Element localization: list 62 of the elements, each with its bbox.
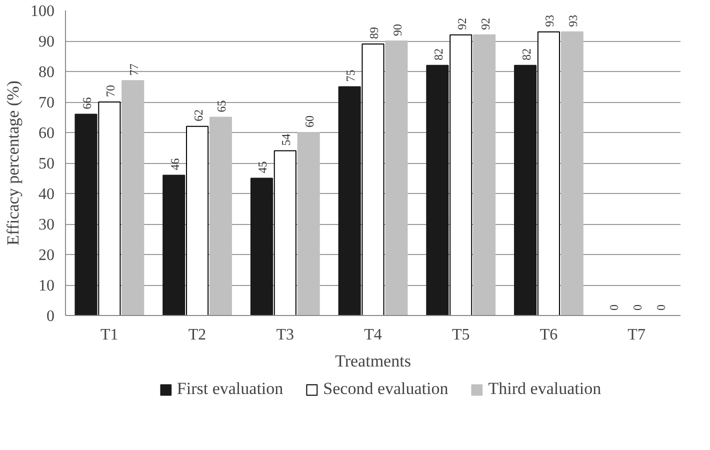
legend-label: Second evaluation [323,379,448,399]
bar [385,40,408,316]
bar [250,178,273,316]
data-label: 66 [80,97,94,110]
data-label: 92 [478,18,492,30]
data-label: 0 [630,304,645,310]
x-tick-label: T5 [452,326,470,344]
bar [209,116,232,316]
legend-label: Third evaluation [488,379,602,399]
bar [98,102,121,316]
data-label: 90 [390,24,404,36]
bar [186,126,209,316]
data-label: 92 [454,18,469,30]
data-label: 0 [654,304,668,310]
x-tick-label: T3 [276,326,294,344]
y-tick-label: 100 [30,3,54,20]
data-label: 0 [607,304,622,310]
x-axis-title: Treatments [335,352,411,370]
bar [162,174,186,316]
bar [473,34,496,316]
data-label: 89 [367,27,381,40]
data-label: 46 [168,158,182,170]
y-tick-label: 40 [38,186,54,203]
y-tick-label: 90 [38,34,54,50]
data-label: 70 [103,85,118,97]
y-tick-label: 30 [38,216,54,234]
bar [74,114,98,316]
y-axis-title: Efficacy percentage (%) [4,80,22,246]
data-label: 82 [519,48,534,60]
y-tick-label: 50 [38,156,54,172]
data-label: 93 [566,14,580,27]
bar [297,132,320,316]
x-tick-label: T7 [628,326,646,344]
x-tick-label: T4 [364,326,382,344]
data-label: 93 [542,14,557,27]
x-tick-label: T1 [100,326,118,344]
y-tick-label: 0 [46,308,54,325]
bar [338,86,361,316]
bar [537,31,560,316]
bar [426,64,449,316]
bar [362,44,384,316]
bar [560,31,584,316]
x-tick-label: T6 [540,326,558,344]
y-tick-label: 20 [38,247,54,264]
y-tick-label: 70 [38,94,54,112]
x-tick-label: T2 [188,326,206,344]
data-label: 82 [431,48,446,60]
data-label: 65 [214,100,229,112]
data-label: 60 [302,116,317,128]
bar [122,80,144,316]
data-label: 77 [126,64,141,76]
y-tick-label: 80 [38,64,54,81]
data-label: 45 [256,161,270,174]
data-label: 62 [191,109,206,122]
bar [514,64,537,316]
y-tick-label: 10 [38,278,54,294]
data-label: 75 [344,70,358,82]
bar [274,150,296,316]
bar [450,34,472,316]
y-tick-label: 60 [38,125,54,142]
legend-label: First evaluation [176,379,284,399]
data-label: 54 [279,134,294,146]
